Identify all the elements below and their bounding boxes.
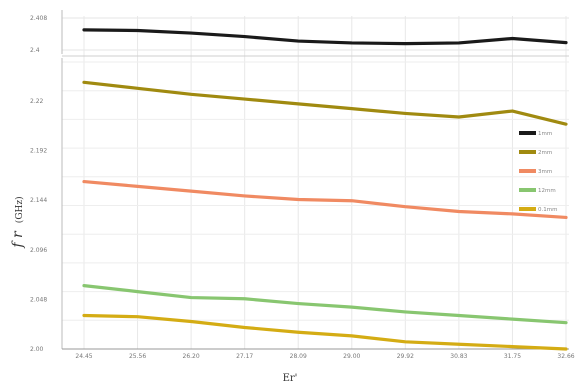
x-tick-label: 31.75 — [504, 353, 521, 360]
legend-label: 0.1mm — [538, 207, 557, 213]
y-tick-label: 2.192 — [30, 148, 47, 155]
y-axis-title: f r (GHz) — [7, 196, 26, 248]
series-line-1mm — [82, 28, 568, 46]
series-line-3mm — [82, 179, 568, 220]
x-tick-label: 30.83 — [450, 353, 467, 360]
y-tick-label: 2.048 — [30, 296, 47, 303]
y-tick-label: 2.096 — [30, 247, 47, 254]
legend-label: 2mm — [538, 150, 552, 156]
y-tick-label: 2.408 — [30, 15, 47, 22]
x-tick-label: 25.56 — [129, 353, 146, 360]
legend-label: 1mm — [538, 131, 552, 137]
y-axis-unit: (GHz) — [14, 196, 25, 223]
y-axis-symbol: f r — [10, 230, 26, 249]
y-tick-label: 2.00 — [30, 346, 44, 353]
series-line-0.1mm — [82, 313, 568, 351]
y-tick-label: 2.144 — [30, 197, 47, 204]
x-tick-label: 29.92 — [397, 353, 414, 360]
y-tick-label: 2.22 — [30, 98, 44, 105]
x-tick-label: 24.45 — [75, 353, 92, 360]
tick-labels: 24.45 25.56 26.20 27.17 28.09 29.00 29.92 30.83… — [30, 15, 575, 360]
x-axis-title: Er' — [283, 373, 298, 384]
legend-label: 12mm — [538, 188, 556, 194]
x-tick-label: 28.09 — [290, 353, 307, 360]
x-tick-label: 26.20 — [183, 353, 200, 360]
axes — [61, 10, 569, 350]
x-tick-label: 27.17 — [236, 353, 253, 360]
y-tick-label: 2.4 — [30, 47, 40, 54]
series-line-2mm — [82, 80, 568, 126]
x-tick-label: 29.00 — [343, 353, 360, 360]
legend-label: 3mm — [538, 169, 552, 175]
series-lines — [82, 28, 568, 351]
gridlines — [62, 16, 569, 350]
x-tick-label: 32.66 — [557, 353, 574, 360]
series-line-12mm — [82, 284, 568, 325]
legend: 1mm 2mm 3mm 12mm 0.1mm — [519, 131, 557, 213]
